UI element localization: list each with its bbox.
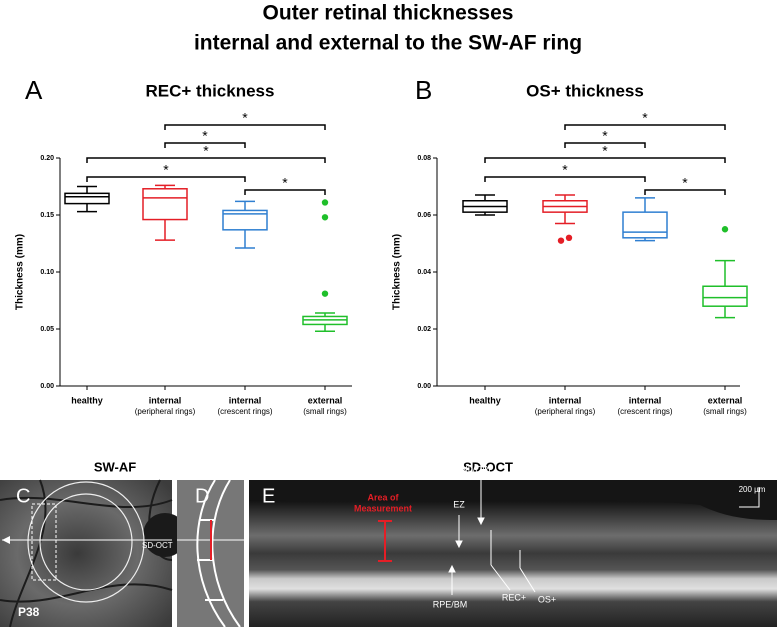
- panel-letter: A: [25, 75, 43, 105]
- outlier: [721, 226, 729, 233]
- fundus-image: [0, 479, 187, 627]
- x-tick-label: healthy: [71, 395, 103, 405]
- oct-image: [249, 478, 777, 627]
- image-label: SW-AF: [94, 459, 136, 474]
- significance-bracket: [564, 142, 646, 148]
- panel-letter: E: [262, 485, 275, 507]
- y-tick-label: 0.20: [40, 155, 54, 162]
- annotation: INL/OPL: [459, 464, 494, 474]
- significance-bracket: [244, 189, 326, 195]
- outlier: [321, 290, 329, 297]
- x-tick-label: external: [708, 395, 743, 405]
- chart-title: OS+ thickness: [526, 81, 644, 100]
- x-tick-label: external: [308, 395, 343, 405]
- y-tick-label: 0.06: [417, 212, 431, 219]
- significance-label: *: [282, 175, 288, 191]
- box: [142, 188, 188, 221]
- scan-label: SD-OCT: [142, 541, 173, 550]
- y-tick-label: 0.10: [40, 269, 54, 276]
- significance-label: *: [242, 110, 248, 126]
- y-tick-label: 0.15: [40, 212, 54, 219]
- x-tick-note: (peripheral rings): [135, 407, 196, 416]
- x-tick-note: (crescent rings): [217, 407, 272, 416]
- annotation: EZ: [453, 499, 465, 509]
- significance-label: *: [203, 143, 209, 159]
- significance-bracket: [484, 176, 646, 182]
- charts: A REC+ thickness Thickness (mm) 0.00 0.05 0.1…: [15, 75, 748, 416]
- significance-label: *: [202, 128, 208, 144]
- chart-title: REC+ thickness: [146, 81, 275, 100]
- significance-bracket: [86, 157, 326, 163]
- y-axis-label: Thickness (mm): [15, 234, 26, 310]
- x-tick-label: internal: [549, 395, 582, 405]
- x-tick-note: (peripheral rings): [535, 407, 596, 416]
- box: [222, 209, 268, 231]
- outlier: [321, 214, 329, 221]
- y-tick-label: 0.00: [417, 383, 431, 390]
- annotation: REC+: [502, 592, 526, 602]
- x-tick-note: (small rings): [303, 407, 347, 416]
- scale-bar-label: 200 µm: [739, 485, 766, 494]
- panel-letter: D: [195, 485, 209, 507]
- y-axis-label: Thickness (mm): [392, 234, 403, 310]
- annotation: OS+: [538, 594, 556, 604]
- title: Outer retinal thicknesses: [263, 2, 514, 25]
- panel-letter: B: [415, 75, 432, 105]
- image-label: SD-OCT: [463, 459, 513, 474]
- significance-label: *: [163, 162, 169, 178]
- annotation: Measurement: [354, 503, 412, 513]
- significance-bracket: [164, 124, 326, 130]
- zoom-image: [177, 479, 244, 627]
- outlier: [565, 234, 573, 241]
- y-tick-label: 0.00: [40, 383, 54, 390]
- significance-label: *: [562, 162, 568, 178]
- panel-letter: C: [16, 485, 30, 507]
- significance-label: *: [602, 143, 608, 159]
- x-tick-label: internal: [229, 395, 262, 405]
- significance-label: *: [682, 175, 688, 191]
- annotation: RPE/BM: [433, 599, 468, 609]
- box: [64, 192, 110, 205]
- y-tick-label: 0.08: [417, 155, 431, 162]
- box: [702, 285, 748, 307]
- x-tick-label: internal: [629, 395, 662, 405]
- y-tick-label: 0.05: [40, 326, 54, 333]
- significance-label: *: [602, 128, 608, 144]
- significance-bracket: [86, 176, 246, 182]
- significance-bracket: [164, 142, 246, 148]
- title: internal and external to the SW-AF ring: [194, 32, 582, 55]
- x-tick-label: internal: [149, 395, 182, 405]
- annotation: Area of: [367, 492, 399, 502]
- significance-bracket: [644, 189, 726, 195]
- y-tick-label: 0.02: [417, 326, 431, 333]
- significance-bracket: [564, 124, 726, 130]
- outlier: [321, 199, 329, 206]
- y-tick-label: 0.04: [417, 269, 431, 276]
- x-tick-label: healthy: [469, 395, 501, 405]
- patient-id: P38: [18, 605, 40, 619]
- significance-bracket: [484, 157, 726, 163]
- x-tick-note: (crescent rings): [617, 407, 672, 416]
- outlier: [557, 237, 565, 244]
- box: [622, 211, 668, 239]
- x-tick-note: (small rings): [703, 407, 747, 416]
- significance-label: *: [642, 110, 648, 126]
